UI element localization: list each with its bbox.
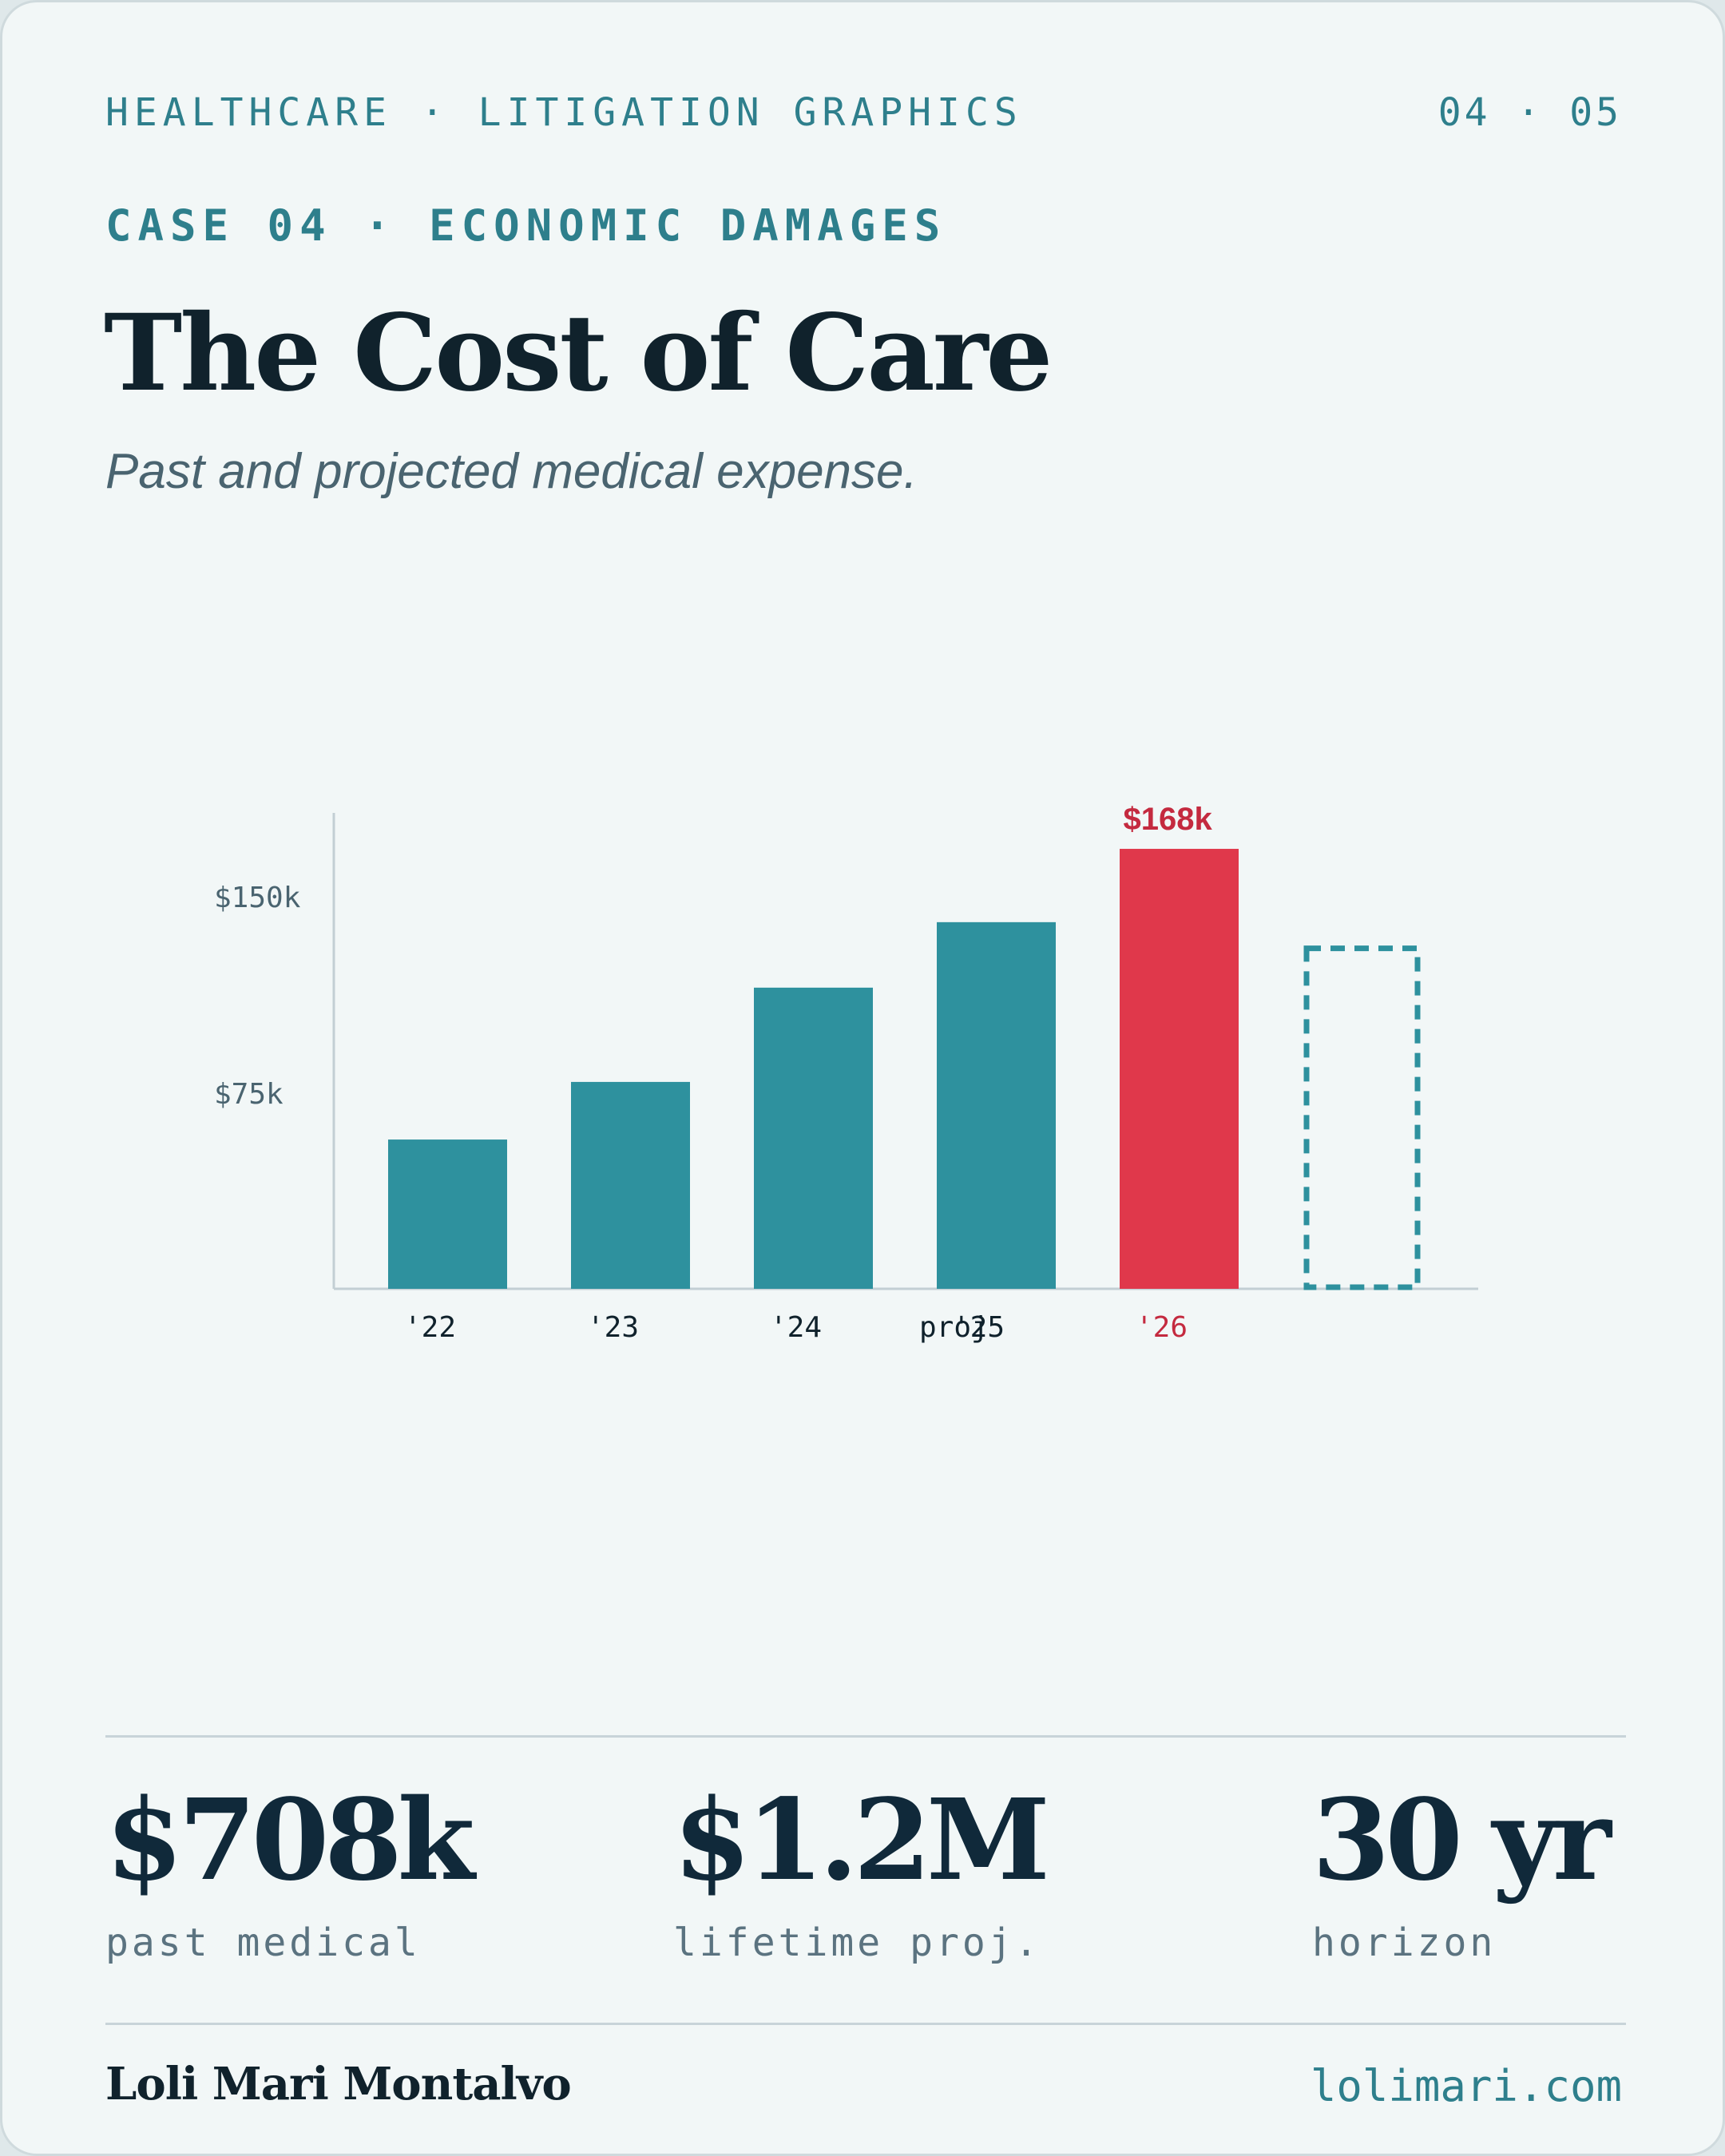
bar-projected xyxy=(1303,945,1421,1290)
stat-horizon-label: horizon xyxy=(1312,1920,1497,1965)
page-number: 04 · 05 xyxy=(1438,90,1622,135)
bar xyxy=(754,987,873,1289)
x-tick-label: '22 xyxy=(404,1311,456,1344)
data-label-peak: $168k xyxy=(1124,802,1213,837)
author-website[interactable]: lolimari.com xyxy=(1310,2061,1622,2111)
footer-divider xyxy=(105,2023,1626,2025)
bar xyxy=(937,921,1056,1289)
stat-past-medical-value: $708k xyxy=(105,1775,475,1906)
page-subtitle: Past and projected medical expense. xyxy=(105,444,918,499)
stat-lifetime-label: lifetime proj. xyxy=(673,1920,1041,1965)
case-label: CASE 04 · ECONOMIC DAMAGES xyxy=(105,200,947,251)
bar-highlight xyxy=(1120,849,1239,1289)
bar xyxy=(388,1139,507,1289)
x-tick-label: proj xyxy=(919,1311,989,1344)
x-tick-label: '25 xyxy=(953,1311,1005,1344)
x-tick-label: '23 xyxy=(587,1311,639,1344)
series-kicker: HEALTHCARE · LITIGATION GRAPHICS xyxy=(105,90,1023,135)
x-tick-label: '26 xyxy=(1136,1311,1188,1344)
stats-top-divider xyxy=(105,1735,1626,1738)
y-tick-label: $150k xyxy=(214,882,301,914)
x-tick-label: '24 xyxy=(770,1311,822,1344)
page-title: The Cost of Care xyxy=(104,291,1053,415)
stat-past-medical-label: past medical xyxy=(105,1920,421,1965)
stat-horizon-value: 30 yr xyxy=(1312,1775,1612,1906)
author-name: Loli Mari Montalvo xyxy=(105,2058,572,2110)
bar xyxy=(571,1081,690,1289)
stat-lifetime-value: $1.2M xyxy=(673,1775,1050,1906)
expense-bar-chart: $75k $150k '22 '23 '24 '25 '26 $168k proj xyxy=(214,802,1478,1344)
y-tick-label: $75k xyxy=(214,1078,284,1111)
